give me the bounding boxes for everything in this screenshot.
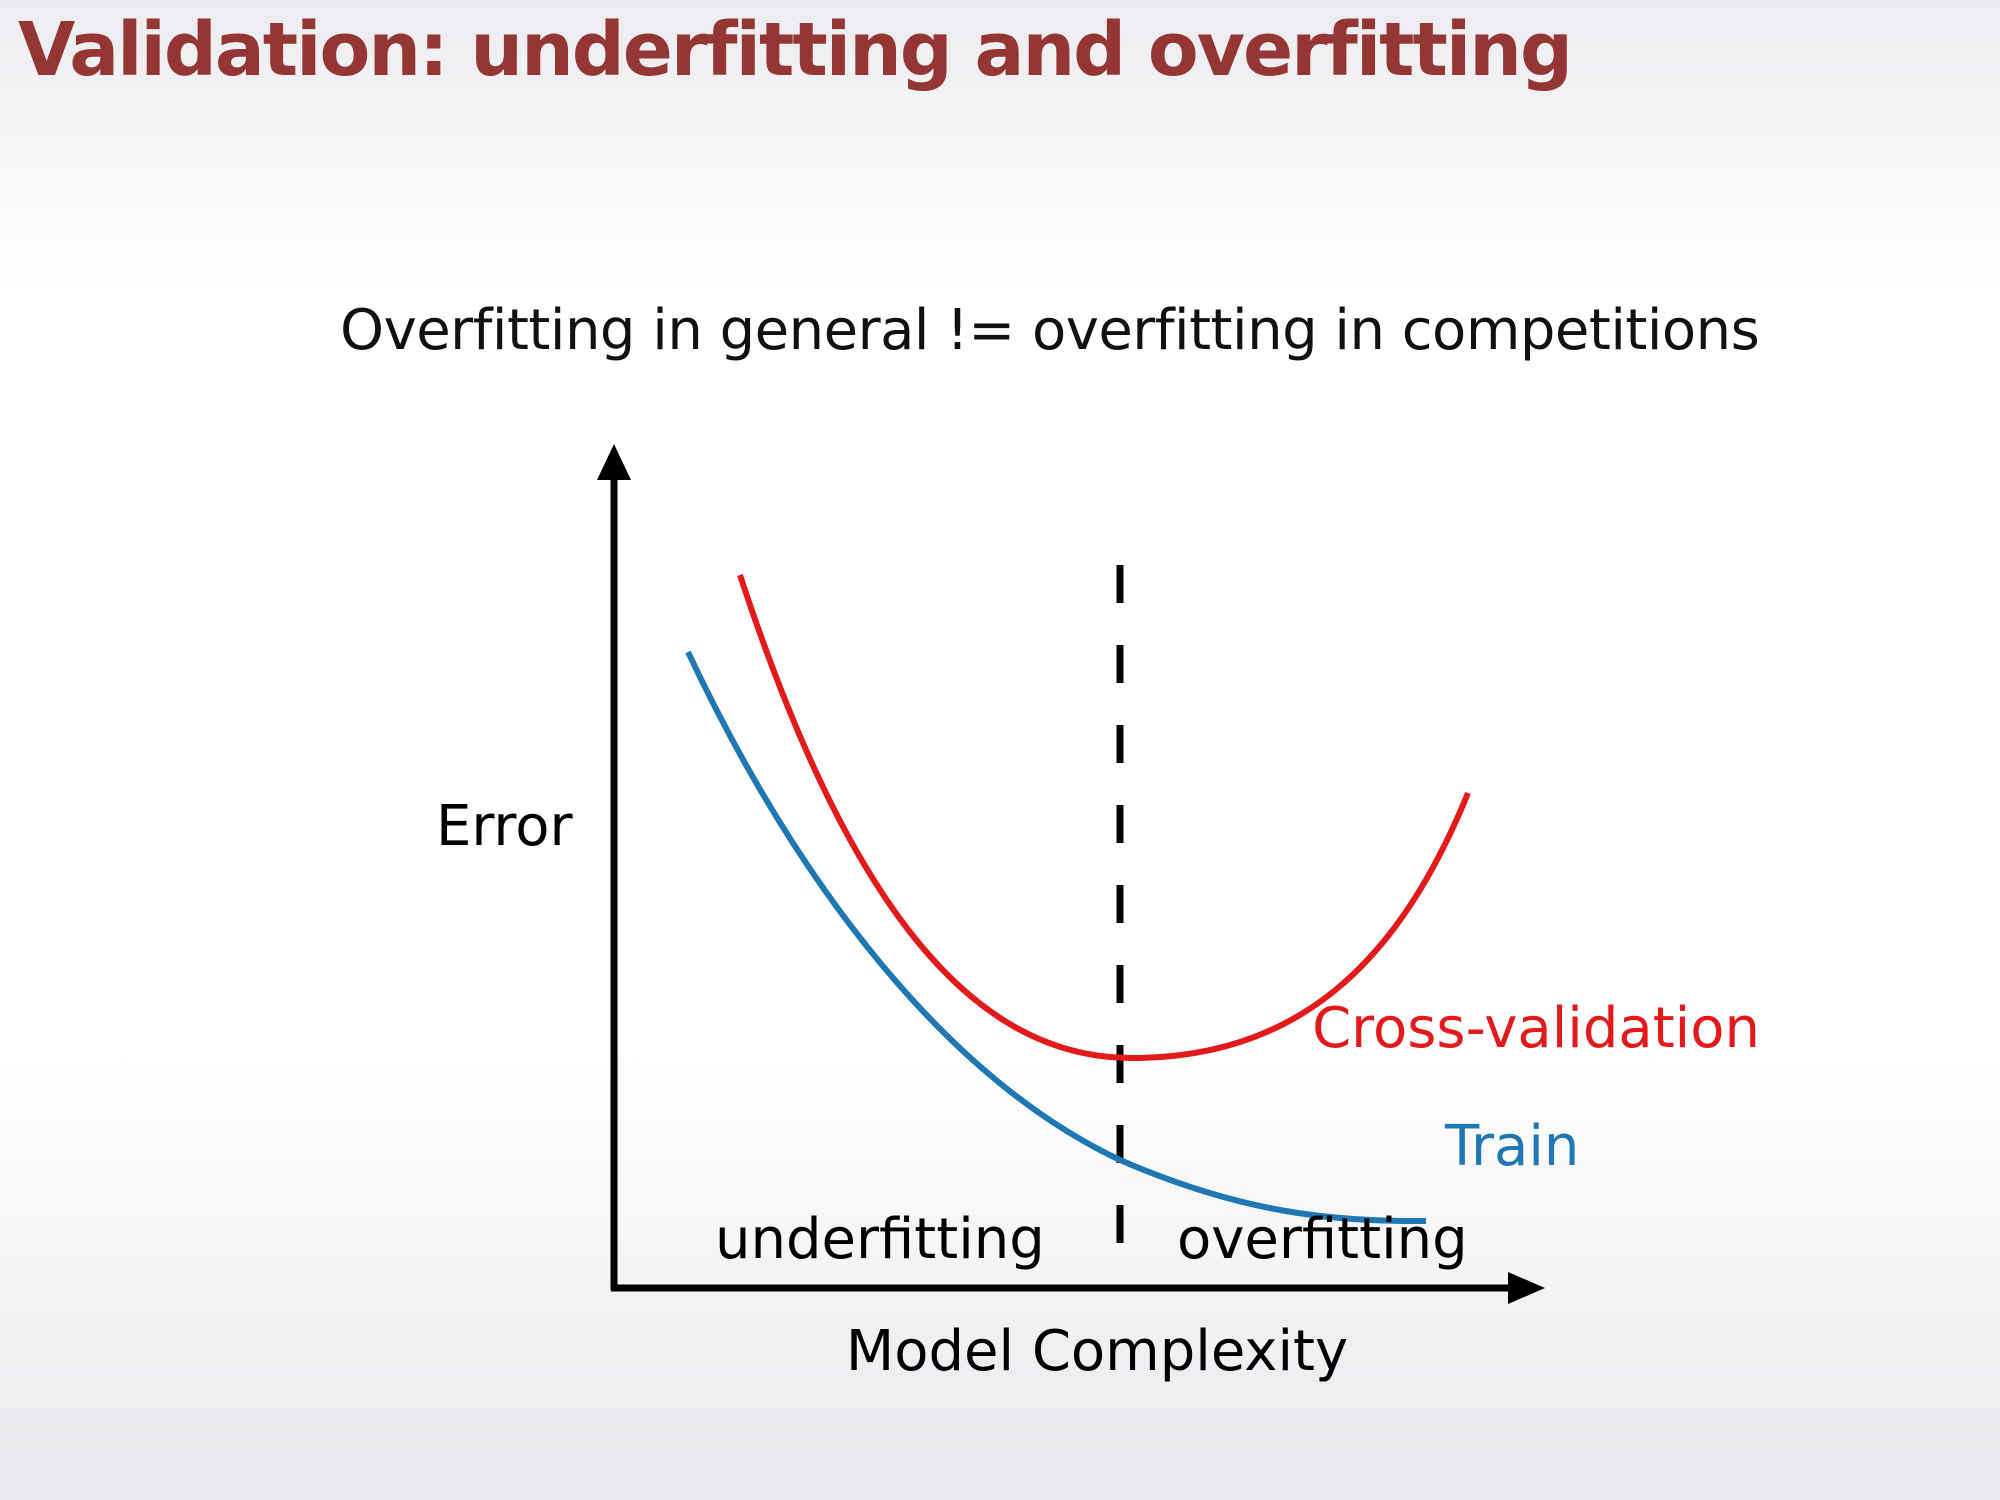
underfitting-label: underfitting (715, 1207, 1045, 1272)
x-axis-label: Model Complexity (846, 1319, 1348, 1384)
train-curve (685, 650, 1427, 1225)
train-label: Train (1444, 1114, 1579, 1179)
cross-validation-curve (737, 574, 1471, 1062)
x-axis-arrow-icon (1508, 1272, 1545, 1304)
slide-title: Validation: underfitting and overfitting (18, 7, 1573, 93)
overfitting-label: overfitting (1177, 1207, 1468, 1272)
cross-validation-label: Cross-validation (1312, 996, 1760, 1061)
y-axis-label: Error (436, 794, 573, 859)
slide-subtitle: Overfitting in general != overfitting in… (340, 298, 1760, 363)
y-axis-arrow-icon (597, 444, 631, 480)
